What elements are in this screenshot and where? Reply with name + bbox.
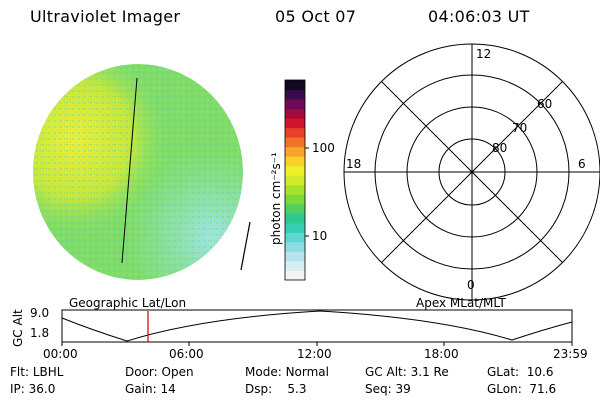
colorbar-band — [285, 108, 305, 119]
colorbar-band — [285, 99, 305, 110]
imager-title: Ultraviolet Imager — [30, 7, 181, 26]
uv-image-disk — [33, 64, 251, 280]
colorbar-band — [285, 118, 305, 129]
apex-label: Apex MLat/MLT — [416, 296, 506, 310]
mlt-label-6: 6 — [578, 157, 586, 171]
colorbar-band — [285, 241, 305, 252]
colorbar-band — [285, 80, 305, 91]
image-artifact-line — [121, 77, 138, 264]
altitude-curve — [61, 310, 573, 342]
mlat-label-80: 80 — [492, 141, 508, 155]
colorbar-band — [285, 260, 305, 271]
colorbar-band — [285, 89, 305, 100]
info-mode: Mode: Normal — [245, 365, 329, 379]
colorbar-band — [285, 222, 305, 233]
info-glon: GLon: 71.6 — [487, 382, 557, 396]
info-glat: GLat: 10.6 — [487, 365, 554, 379]
timeline-xtick-label: 06:00 — [169, 347, 204, 361]
colorbar-band — [285, 137, 305, 148]
observation-time: 04:06:03 UT — [428, 7, 530, 26]
info-seq: Seq: 39 — [365, 382, 411, 396]
info-dsp: Dsp: 5.3 — [245, 382, 307, 396]
timeline-xtick-label: 00:00 — [43, 347, 78, 361]
colorbar-tick-label: 100 — [312, 141, 335, 155]
intensity-colorbar — [285, 80, 305, 281]
observation-date: 05 Oct 07 — [275, 7, 357, 26]
mlt-label-12: 12 — [476, 47, 492, 61]
colorbar-band — [285, 232, 305, 243]
mlt-label-18: 18 — [346, 157, 362, 171]
colorbar-band — [285, 194, 305, 205]
timeline-xtick-label: 12:00 — [297, 347, 332, 361]
colorbar-band — [285, 175, 305, 186]
colorbar-tick-label: 10 — [312, 229, 328, 243]
timeline-y-label: GC Alt — [11, 309, 25, 347]
mlat-label-70: 70 — [512, 121, 528, 135]
timeline-ytick-label: 1.8 — [30, 326, 50, 340]
colorbar-unit-label: photon cm⁻²s⁻¹ — [269, 152, 283, 245]
polar-diagonal-b — [381, 81, 563, 263]
polar-grid — [343, 43, 600, 301]
colorbar-band — [285, 184, 305, 195]
info-filter: Flt: LBHL — [10, 365, 64, 379]
info-door: Door: Open — [125, 365, 194, 379]
colorbar-band — [285, 213, 305, 224]
timeline-xtick-label: 23:59 — [553, 347, 588, 361]
info-gc-alt: GC Alt: 3.1 Re — [365, 365, 449, 379]
limb-tick-mark — [240, 221, 251, 271]
mlt-label-0: 0 — [467, 278, 475, 292]
colorbar-frame — [284, 79, 306, 281]
colorbar-band — [285, 165, 305, 176]
altitude-timeline — [61, 309, 573, 346]
info-gain: Gain: 14 — [125, 382, 176, 396]
colorbar-band — [285, 251, 305, 262]
colorbar-band — [285, 203, 305, 214]
colorbar-band — [285, 146, 305, 157]
timeline-ytick-label: 9.0 — [30, 306, 50, 320]
info-ip: IP: 36.0 — [10, 382, 56, 396]
colorbar-band — [285, 156, 305, 167]
timeline-xtick-label: 18:00 — [424, 347, 459, 361]
colorbar-band — [285, 270, 305, 281]
colorbar-band — [285, 127, 305, 138]
geographic-label: Geographic Lat/Lon — [69, 296, 187, 310]
mlat-label-60: 60 — [537, 97, 553, 111]
